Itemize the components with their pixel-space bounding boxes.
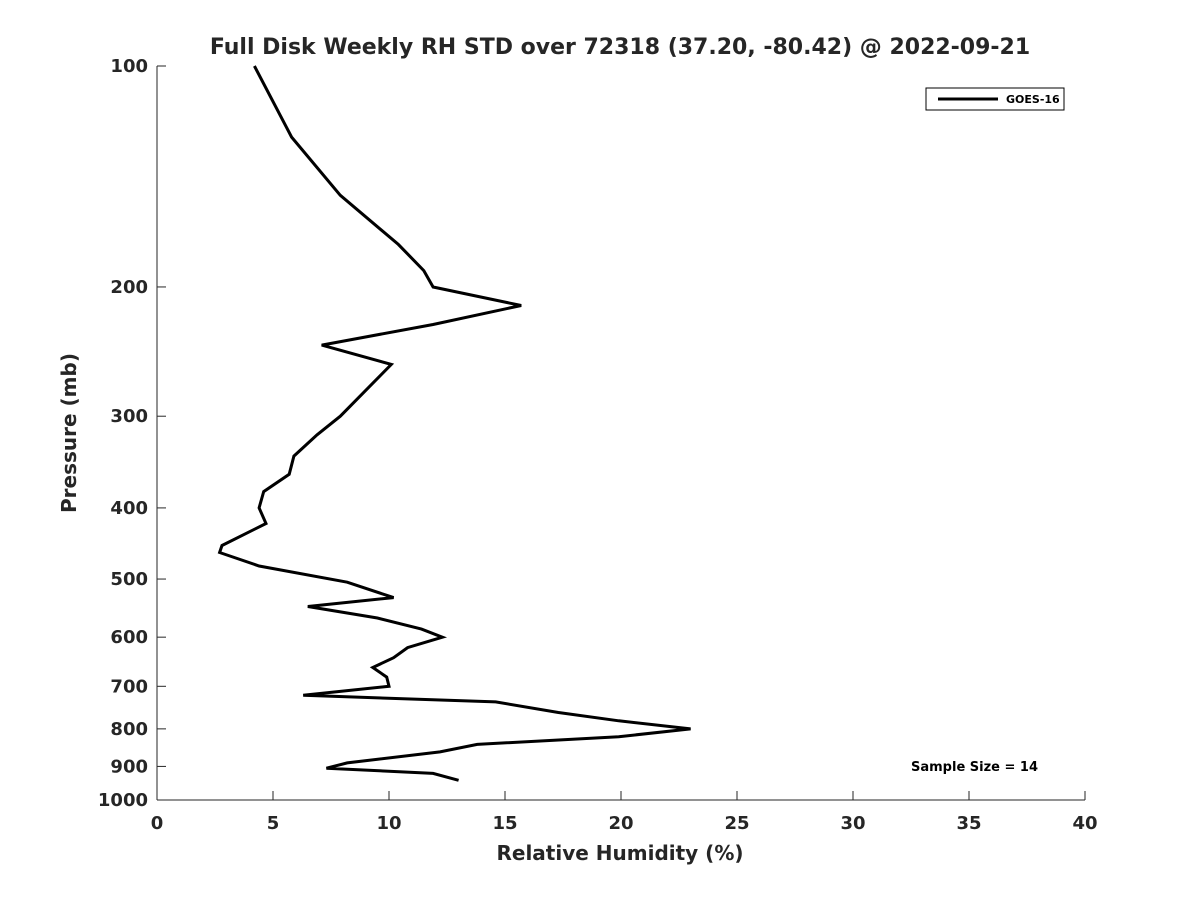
y-tick-label: 100 — [110, 56, 148, 77]
series-line-goes-16 — [217, 65, 691, 782]
x-tick-label: 25 — [724, 813, 749, 834]
sample-size-annotation: Sample Size = 14 — [911, 760, 1038, 775]
legend: GOES-16 — [925, 87, 1065, 111]
y-tick-label: 500 — [110, 569, 148, 590]
y-tick-label: 600 — [110, 627, 148, 648]
y-tick-label: 900 — [110, 756, 148, 777]
series-layer — [217, 65, 691, 782]
y-axis: 100 200 300 400 500 600 700 800 900 1000 — [98, 56, 166, 811]
chart-title: Full Disk Weekly RH STD over 72318 (37.2… — [210, 35, 1030, 60]
x-tick-label: 0 — [151, 813, 164, 834]
y-tick-label: 200 — [110, 277, 148, 298]
x-tick-label: 5 — [267, 813, 280, 834]
legend-label: GOES-16 — [1006, 93, 1060, 106]
x-tick-label: 15 — [492, 813, 517, 834]
x-tick-label: 35 — [956, 813, 981, 834]
x-tick-label: 30 — [840, 813, 865, 834]
y-axis-label: Pressure (mb) — [57, 353, 81, 513]
x-axis-label: Relative Humidity (%) — [496, 841, 743, 865]
y-tick-label: 800 — [110, 719, 148, 740]
y-tick-label: 400 — [110, 498, 148, 519]
x-tick-label: 20 — [608, 813, 633, 834]
y-tick-label: 700 — [110, 676, 148, 697]
y-tick-label: 300 — [110, 406, 148, 427]
x-tick-label: 10 — [376, 813, 401, 834]
x-axis: 0 5 10 15 20 25 30 35 40 — [151, 791, 1098, 834]
x-tick-label: 40 — [1072, 813, 1097, 834]
y-tick-label: 1000 — [98, 790, 148, 811]
plot-area — [156, 66, 1085, 801]
